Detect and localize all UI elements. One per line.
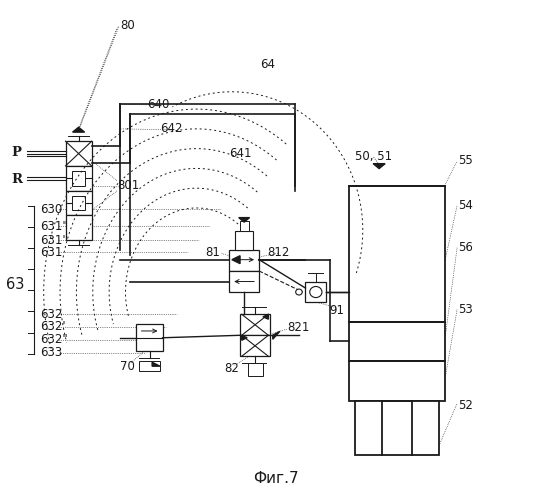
Text: 812: 812 [267, 246, 289, 258]
Text: 53: 53 [458, 303, 473, 316]
Text: R: R [11, 173, 22, 186]
Bar [247, 363, 262, 376]
Text: 82: 82 [224, 362, 239, 375]
Bar [229, 271, 259, 292]
Text: 63: 63 [6, 277, 24, 292]
Bar [137, 324, 163, 351]
Bar [72, 171, 85, 186]
Polygon shape [263, 314, 268, 319]
Text: 54: 54 [458, 199, 473, 212]
Text: 56: 56 [458, 241, 473, 254]
Polygon shape [232, 256, 240, 264]
Text: 80: 80 [120, 18, 135, 32]
Text: 821: 821 [288, 322, 310, 334]
Text: 632': 632' [40, 320, 66, 333]
Bar [349, 322, 445, 361]
Polygon shape [73, 127, 85, 132]
Bar [355, 401, 382, 455]
Bar [305, 282, 326, 302]
Text: 642: 642 [160, 122, 183, 136]
Polygon shape [373, 164, 385, 168]
Text: 81: 81 [206, 246, 220, 258]
Polygon shape [239, 218, 250, 222]
Text: 50, 51: 50, 51 [355, 150, 392, 162]
Bar [66, 141, 91, 166]
Text: 64: 64 [260, 58, 275, 71]
Polygon shape [273, 332, 280, 339]
Text: 52: 52 [458, 399, 473, 412]
Text: 55: 55 [458, 154, 473, 168]
Text: 631': 631' [40, 234, 66, 246]
Text: 632": 632" [40, 334, 68, 346]
Bar [66, 190, 91, 216]
Bar [72, 196, 85, 210]
Text: 641: 641 [229, 147, 251, 160]
Text: 632: 632 [40, 308, 62, 321]
Bar [139, 361, 160, 371]
Polygon shape [152, 362, 160, 366]
Text: 631": 631" [40, 220, 68, 233]
Bar [229, 250, 259, 271]
Bar [349, 186, 445, 322]
Bar [240, 336, 270, 356]
Text: 70: 70 [120, 360, 134, 372]
Text: 91: 91 [329, 304, 344, 318]
Text: 630: 630 [40, 203, 62, 216]
Circle shape [296, 289, 302, 295]
Text: Фиг.7: Фиг.7 [253, 471, 298, 486]
Polygon shape [242, 336, 247, 340]
Text: 801: 801 [117, 179, 139, 192]
Text: 640: 640 [147, 98, 169, 110]
Bar [240, 314, 270, 336]
Bar [349, 361, 445, 401]
Circle shape [310, 286, 322, 298]
Bar [240, 220, 249, 231]
Text: P: P [12, 146, 21, 159]
Bar [66, 216, 91, 240]
Text: 633: 633 [40, 346, 62, 360]
Bar [412, 401, 439, 455]
Bar [66, 166, 91, 190]
Bar [235, 231, 253, 250]
Text: 631: 631 [40, 246, 62, 259]
